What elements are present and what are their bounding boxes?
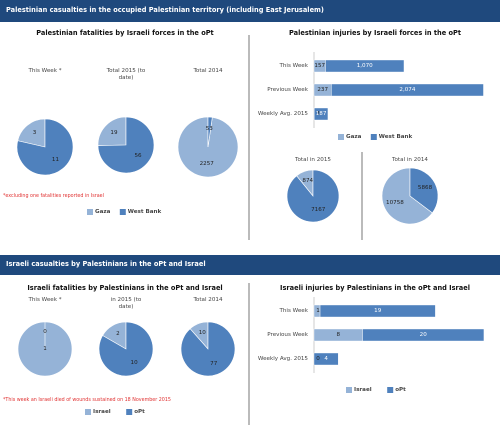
pie-label: 2257 <box>199 161 214 168</box>
bar-label: 1 <box>316 307 320 314</box>
pie-label: 5868 <box>417 185 433 191</box>
bar-label: 8 <box>336 331 341 338</box>
category-label: This Week <box>279 62 308 69</box>
banner <box>0 0 500 22</box>
legend-label: oPt <box>395 386 406 393</box>
pie-label: 3 <box>32 130 37 137</box>
banner <box>0 255 500 275</box>
pie-slice <box>16 118 74 176</box>
pie-slice <box>409 167 439 214</box>
bar-label: 4 <box>324 355 328 362</box>
pie-label: 7167 <box>311 207 326 214</box>
category-label: Weekly Avg. 2015 <box>257 355 308 362</box>
bar-label: 3 <box>316 110 320 117</box>
pie-label: 53 <box>205 125 213 132</box>
pie-slice <box>97 116 155 174</box>
pie-slice <box>180 321 236 377</box>
pie-title: Total 2014 <box>193 297 223 303</box>
pie-title: in 2015 (to date) <box>110 297 142 310</box>
bar-label: 19 <box>374 307 382 314</box>
bar-label: 2,074 <box>399 86 416 93</box>
bar-label: 0 <box>316 355 320 362</box>
bar-segment <box>313 352 339 366</box>
bar-label: 237 <box>317 86 329 93</box>
pie-label: 56 <box>134 153 142 160</box>
pie-slice <box>17 118 46 148</box>
pie-title: Total in 2015 <box>295 157 331 163</box>
footnote: *This week an Israeli died of wounds sus… <box>3 398 171 403</box>
pie-slice <box>207 116 213 148</box>
bar-segment <box>362 328 485 342</box>
bar-segment <box>314 107 329 121</box>
pie-title: Total 2014 <box>193 68 223 74</box>
category-label: Previous Week <box>267 331 308 338</box>
chart-title: Palestinian fatalities by Israeli forces… <box>36 29 214 37</box>
category-label: This Week <box>279 307 308 314</box>
legend-label: West Bank <box>127 208 162 215</box>
pie-slice <box>381 167 433 225</box>
pie-title: This Week * <box>28 297 62 303</box>
bar-label: 187 <box>315 110 327 117</box>
legend-swatch <box>346 387 352 393</box>
pie-label: 0 <box>43 329 47 336</box>
legend-label: West Bank <box>378 133 413 140</box>
chart-title: Israeli fatalities by Palestinians in th… <box>27 284 223 292</box>
pie-slice <box>98 321 154 377</box>
pie-title: Total in 2014 <box>392 157 428 163</box>
bar-label: 1,070 <box>356 62 373 69</box>
category-label: Weekly Avg. 2015 <box>257 110 308 117</box>
bar-label: 157 <box>314 62 326 69</box>
pie-label: 10758 <box>386 199 404 206</box>
pie-title: This Week * <box>28 68 62 74</box>
legend-label: Israel <box>93 408 111 415</box>
chart-title: Israeli injuries by Palestinians in the … <box>280 284 470 292</box>
bar-label: 20 <box>419 331 427 338</box>
legend-swatch <box>126 409 133 415</box>
legend-swatch <box>87 209 93 215</box>
pie-label: 1 <box>43 345 47 352</box>
pie-label: 10 <box>130 359 138 366</box>
pie-slice <box>286 169 340 223</box>
category-label: Previous Week <box>267 86 308 93</box>
pie-label: 11 <box>51 156 60 163</box>
chart-title: Palestinian injuries by Israeli forces i… <box>289 29 461 37</box>
pie-slice <box>97 116 127 146</box>
legend-label: Gaza <box>95 208 111 215</box>
legend-label: oPt <box>134 408 145 415</box>
bar-segment <box>319 304 436 318</box>
bar-segment <box>331 83 484 97</box>
legend-swatch <box>370 134 377 140</box>
banner-title: Israeli casualties by Palestinians in th… <box>6 260 206 268</box>
pie-label: 874 <box>302 177 314 184</box>
pie-label: 19 <box>110 129 118 136</box>
legend-swatch <box>387 387 394 393</box>
pie-label: 2 <box>116 331 120 338</box>
pie-label: 10 <box>198 330 206 337</box>
legend-swatch <box>338 134 344 140</box>
pie-title: Total 2015 (to date) <box>106 68 146 81</box>
legend-label: Israel <box>354 386 372 393</box>
banner-title: Palestinian casualties in the occupied P… <box>6 6 324 14</box>
legend-label: Gaza <box>346 133 362 140</box>
pie-label: 77 <box>210 360 218 367</box>
legend-swatch <box>85 409 91 415</box>
legend-swatch <box>119 209 126 215</box>
bar-segment <box>325 59 405 73</box>
footnote: *excluding one fatalities reported in Is… <box>3 194 104 199</box>
